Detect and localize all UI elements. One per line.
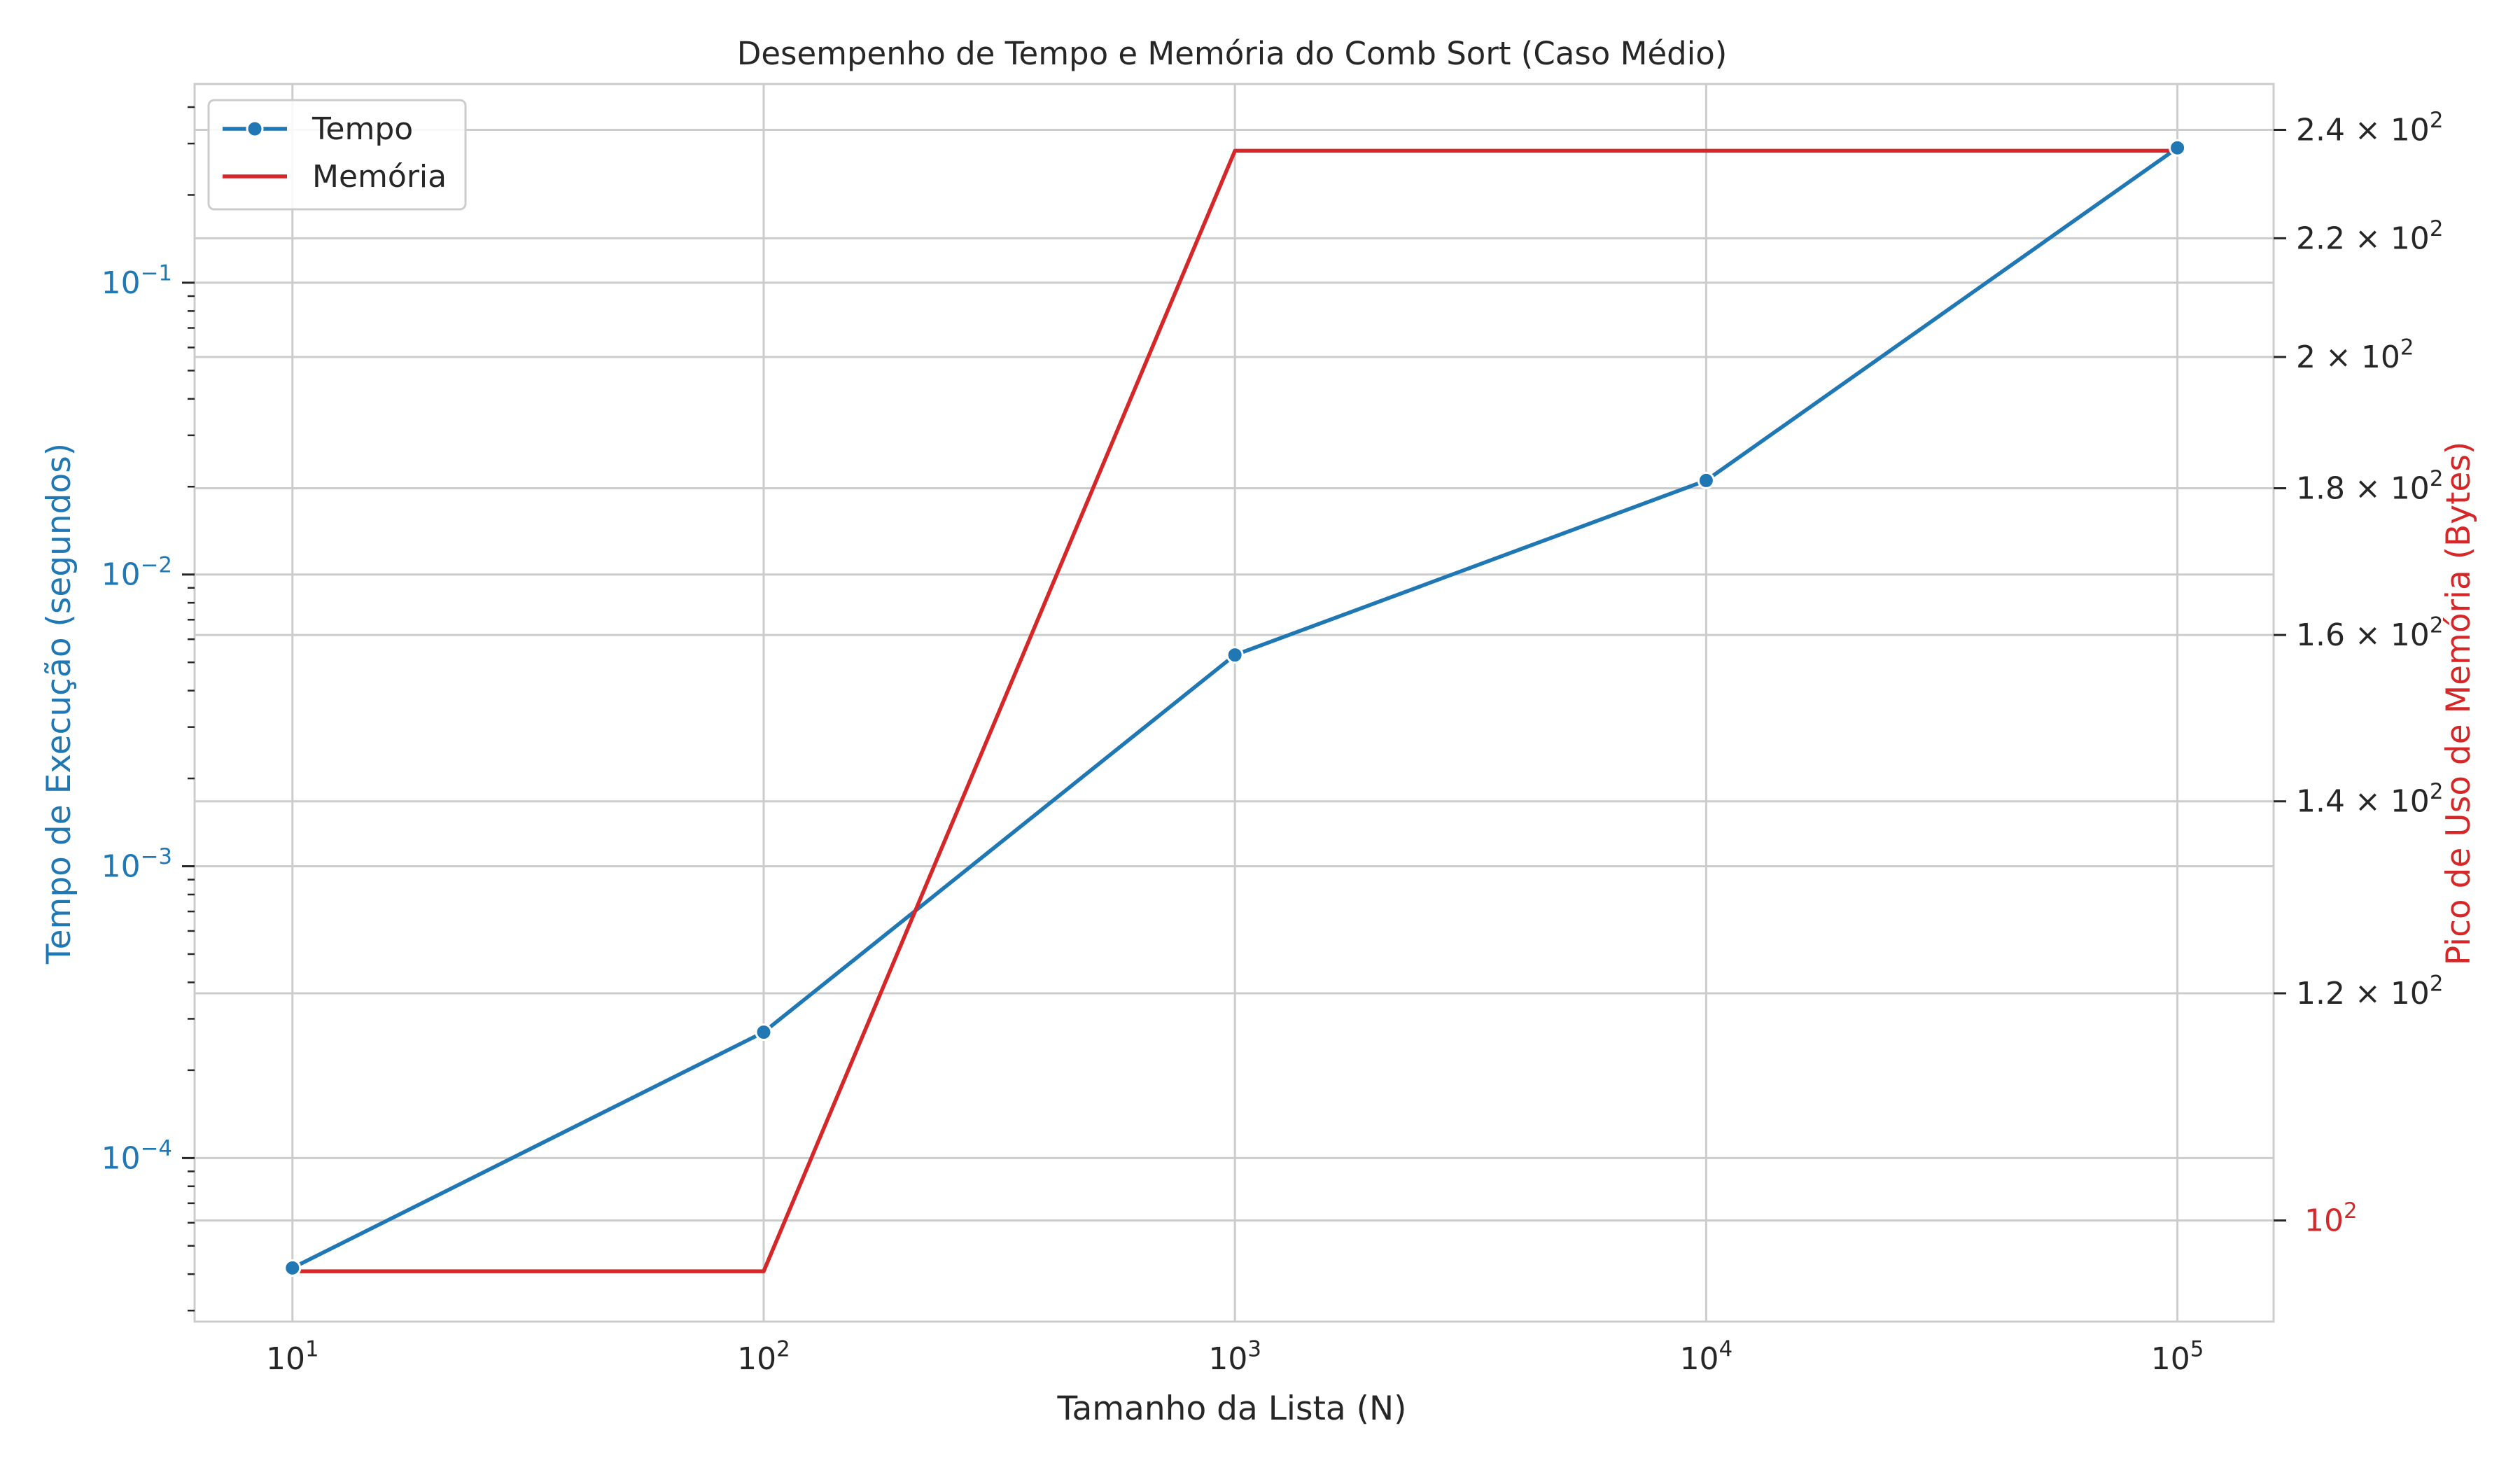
chart-title: Desempenho de Tempo e Memória do Comb So… — [737, 35, 1728, 72]
data-point-tempo — [2170, 140, 2185, 155]
legend: Tempo Memória — [209, 100, 465, 209]
data-point-tempo — [1698, 472, 1714, 488]
legend-label-memória: Memória — [312, 159, 447, 195]
y-right-tick-label: 2 × 102 — [2296, 335, 2414, 374]
y-right-tick-label: 1.6 × 102 — [2296, 613, 2443, 653]
data-point-tempo — [285, 1260, 300, 1275]
data-point-tempo — [1227, 648, 1242, 663]
legend-marker — [247, 121, 262, 136]
data-point-tempo — [756, 1025, 771, 1040]
y-right-axis-label: Pico de Uso de Memória (Bytes) — [2440, 442, 2478, 966]
y-right-tick-label: 1.4 × 102 — [2296, 779, 2443, 819]
y-right-tick-label: 2.2 × 102 — [2296, 216, 2443, 256]
y-left-axis-label: Tempo de Execução (segundos) — [40, 443, 78, 965]
y-right-tick-label: 2.4 × 102 — [2296, 108, 2443, 148]
y-right-tick-label: 1.8 × 102 — [2296, 466, 2443, 506]
legend-label-tempo: Tempo — [312, 111, 413, 147]
y-right-tick-label: 1.2 × 102 — [2296, 972, 2443, 1011]
x-axis-label: Tamanho da Lista (N) — [1057, 1390, 1407, 1428]
